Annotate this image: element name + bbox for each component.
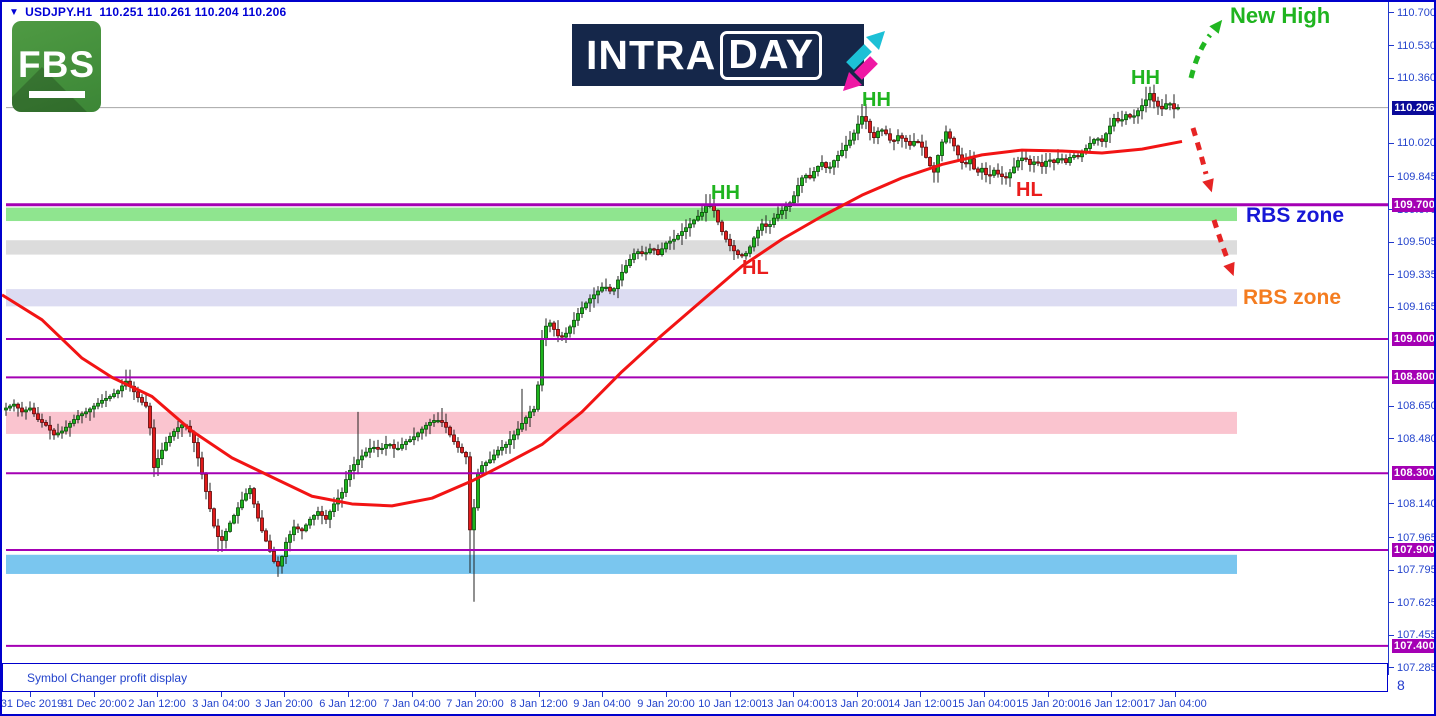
price-tick: 107.455 <box>1389 629 1434 641</box>
level-price-tag: 107.900 <box>1392 542 1436 557</box>
intraday-logo-text: INTRA <box>586 31 717 78</box>
price-tick: 107.285 <box>1389 662 1434 674</box>
time-label: 13 Jan 20:00 <box>825 698 889 710</box>
zone-supply-pink <box>6 411 1237 434</box>
zone-supply-green <box>6 207 1237 222</box>
current-price-tag: 110.206 <box>1392 100 1434 115</box>
time-label: 8 Jan 12:00 <box>510 698 568 710</box>
fbs-logo-underline <box>28 90 85 98</box>
time-label: 2 Jan 12:00 <box>128 698 186 710</box>
zone-supply-gray <box>6 240 1237 255</box>
price-axis[interactable]: 110.700110.530110.360110.020109.845109.6… <box>1388 2 1436 692</box>
time-label: 7 Jan 04:00 <box>383 698 441 710</box>
time-label: 6 Jan 12:00 <box>319 698 377 710</box>
time-tick <box>1111 692 1112 697</box>
price-tick: 108.650 <box>1389 400 1434 412</box>
indicator-status-text: Symbol Changer profit display <box>27 670 188 685</box>
time-tick <box>30 692 31 697</box>
price-tick: 110.700 <box>1389 7 1434 19</box>
fbs-logo-text: FBS <box>18 43 95 85</box>
price-tick: 109.505 <box>1389 236 1434 248</box>
time-label: 16 Jan 12:00 <box>1079 698 1143 710</box>
time-label: 13 Jan 04:00 <box>761 698 825 710</box>
time-label: 15 Jan 04:00 <box>952 698 1016 710</box>
price-tick: 107.795 <box>1389 564 1434 576</box>
time-label: 9 Jan 20:00 <box>637 698 695 710</box>
time-label: 31 Dec 2019 <box>0 698 64 710</box>
level-price-tag: 108.300 <box>1392 466 1436 481</box>
symbol-info-text: USDJPY.H1 110.251 110.261 110.204 110.20… <box>25 5 287 19</box>
time-label: 3 Jan 20:00 <box>255 698 313 710</box>
time-tick <box>94 692 95 697</box>
new-high-arrow-head <box>1209 19 1223 34</box>
swing-label-hh: HH <box>862 89 891 111</box>
axis-corner-glyph: 8 <box>1397 677 1405 693</box>
level-price-tag: 109.000 <box>1392 331 1436 346</box>
new-high-label: New High <box>1230 3 1331 28</box>
time-tick <box>348 692 349 697</box>
new-high-arrow <box>1188 33 1212 79</box>
price-tick: 108.140 <box>1389 498 1434 510</box>
zone-supply-lavender <box>6 289 1237 307</box>
time-tick <box>1048 692 1049 697</box>
intraday-arrows-icon <box>843 31 885 91</box>
symbol-dropdown-icon[interactable]: ▼ <box>9 6 20 18</box>
time-label: 15 Jan 20:00 <box>1016 698 1080 710</box>
price-tick: 110.020 <box>1389 137 1434 149</box>
time-tick <box>857 692 858 697</box>
level-price-tag: 107.400 <box>1392 638 1436 653</box>
pullback-arrow-2-head <box>1223 261 1235 277</box>
price-tick: 110.360 <box>1389 72 1434 84</box>
price-tick: 107.625 <box>1389 597 1434 609</box>
time-label: 31 Dec 20:00 <box>61 698 127 710</box>
time-tick <box>920 692 921 697</box>
rbs-zone-label-blue: RBS zone <box>1246 204 1345 227</box>
time-label: 3 Jan 04:00 <box>192 698 250 710</box>
symbol-quote-line[interactable]: ▼ USDJPY.H1 110.251 110.261 110.204 110.2… <box>9 4 286 20</box>
pullback-arrow-1 <box>1190 127 1209 175</box>
level-price-tag: 108.800 <box>1392 370 1436 385</box>
price-tick: 109.845 <box>1389 171 1434 183</box>
pullback-arrow-2 <box>1211 219 1230 259</box>
swing-label-hh: HH <box>711 182 740 204</box>
time-tick <box>157 692 158 697</box>
fbs-logo: FBS <box>12 21 101 112</box>
time-label: 10 Jan 12:00 <box>698 698 762 710</box>
moving-average-line <box>2 139 1183 508</box>
price-tick: 108.480 <box>1389 433 1434 445</box>
time-label: 9 Jan 04:00 <box>573 698 631 710</box>
price-tick: 109.165 <box>1389 301 1434 313</box>
time-tick <box>666 692 667 697</box>
time-tick <box>602 692 603 697</box>
zone-demand-blue <box>6 554 1237 574</box>
rbs-zone-label-orange: RBS zone <box>1243 286 1342 309</box>
time-tick <box>221 692 222 697</box>
price-tick: 110.530 <box>1389 40 1434 52</box>
time-tick <box>984 692 985 697</box>
time-axis[interactable]: 31 Dec 2019 31 Dec 20:00 2 Jan 12:00 3 Jan … <box>0 692 1434 714</box>
time-tick <box>475 692 476 697</box>
time-tick <box>539 692 540 697</box>
price-tick: 107.965 <box>1389 532 1434 544</box>
candles <box>4 84 1180 602</box>
time-tick <box>284 692 285 697</box>
time-label: 14 Jan 12:00 <box>888 698 952 710</box>
price-tick: 109.335 <box>1389 269 1434 281</box>
time-tick <box>412 692 413 697</box>
swing-label-hl: HL <box>1016 179 1043 201</box>
intraday-logo: INTRA DAY <box>572 24 864 86</box>
level-price-tag: 109.700 <box>1392 197 1436 212</box>
time-label: 7 Jan 20:00 <box>446 698 504 710</box>
time-label: 17 Jan 04:00 <box>1143 698 1207 710</box>
swing-label-hl: HL <box>742 257 769 279</box>
swing-label-hh: HH <box>1131 67 1160 89</box>
indicator-status-bar: Symbol Changer profit display <box>2 663 1388 692</box>
time-tick <box>793 692 794 697</box>
time-tick <box>730 692 731 697</box>
pullback-arrow-1-head <box>1202 178 1214 193</box>
intraday-logo-day-box: DAY <box>720 30 823 80</box>
time-tick <box>1175 692 1176 697</box>
candlestick-chart[interactable] <box>2 2 1388 663</box>
